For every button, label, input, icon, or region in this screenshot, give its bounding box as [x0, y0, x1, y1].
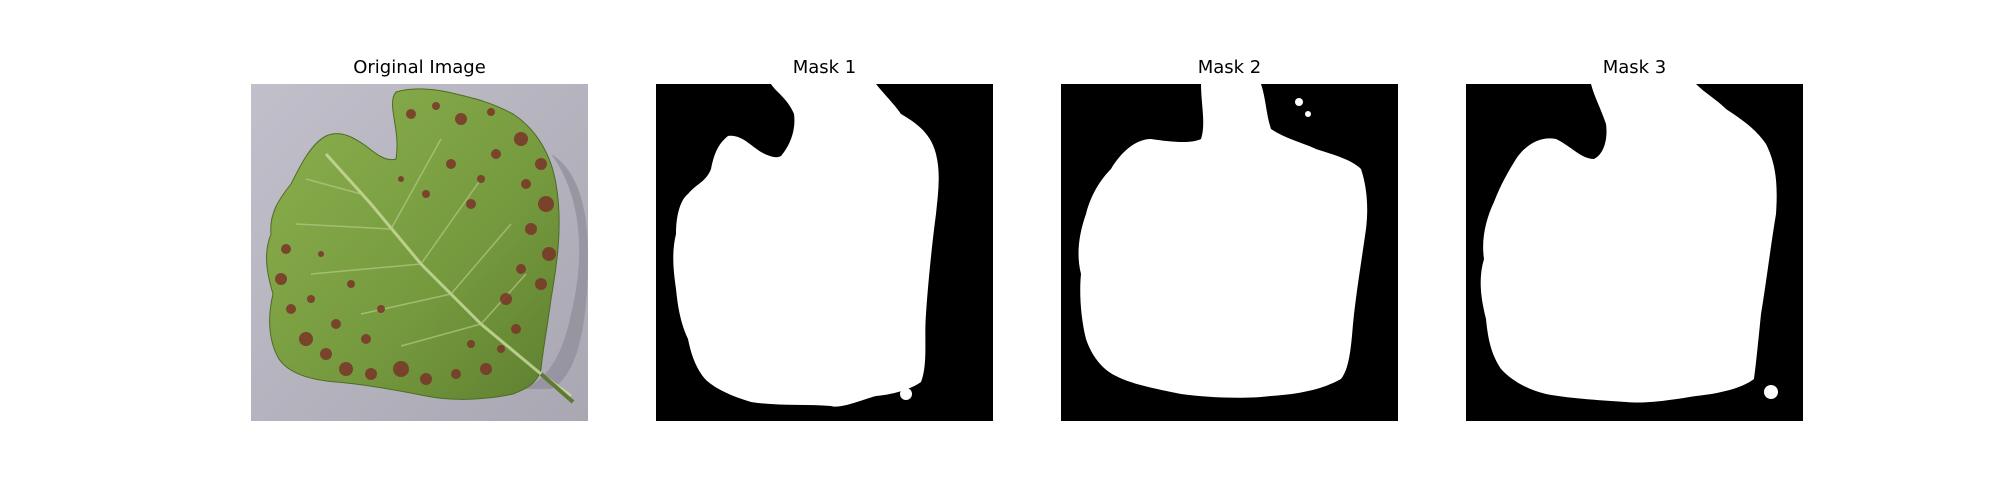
mask-speck: [1270, 384, 1276, 390]
mask-region: [1078, 84, 1368, 398]
mask-region: [1480, 84, 1777, 403]
mask-1-panel: [656, 84, 993, 421]
original-image-panel: [251, 84, 588, 421]
original-image-title: Original Image: [353, 57, 486, 78]
leaf-shadow: [521, 154, 588, 389]
mask-speck: [1764, 385, 1778, 399]
mask-speck: [900, 388, 912, 400]
mask-speck: [1305, 111, 1311, 117]
mask-3-image: [1466, 84, 1803, 421]
mask-2-panel: [1061, 84, 1398, 421]
mask-1-image: [656, 84, 993, 421]
leaf-photo: [251, 84, 588, 421]
mask-3-title: Mask 3: [1602, 57, 1667, 78]
leaf-veins: [295, 138, 527, 347]
leaf-lesions: [275, 102, 556, 385]
mask-2-image: [1061, 84, 1398, 421]
mask-speck: [1295, 98, 1303, 106]
mask-region: [673, 84, 939, 407]
leaf-stem: [539, 372, 575, 404]
mask-1-title: Mask 1: [792, 57, 857, 78]
mask-2-title: Mask 2: [1197, 57, 1262, 78]
mask-3-panel: [1466, 84, 1803, 421]
